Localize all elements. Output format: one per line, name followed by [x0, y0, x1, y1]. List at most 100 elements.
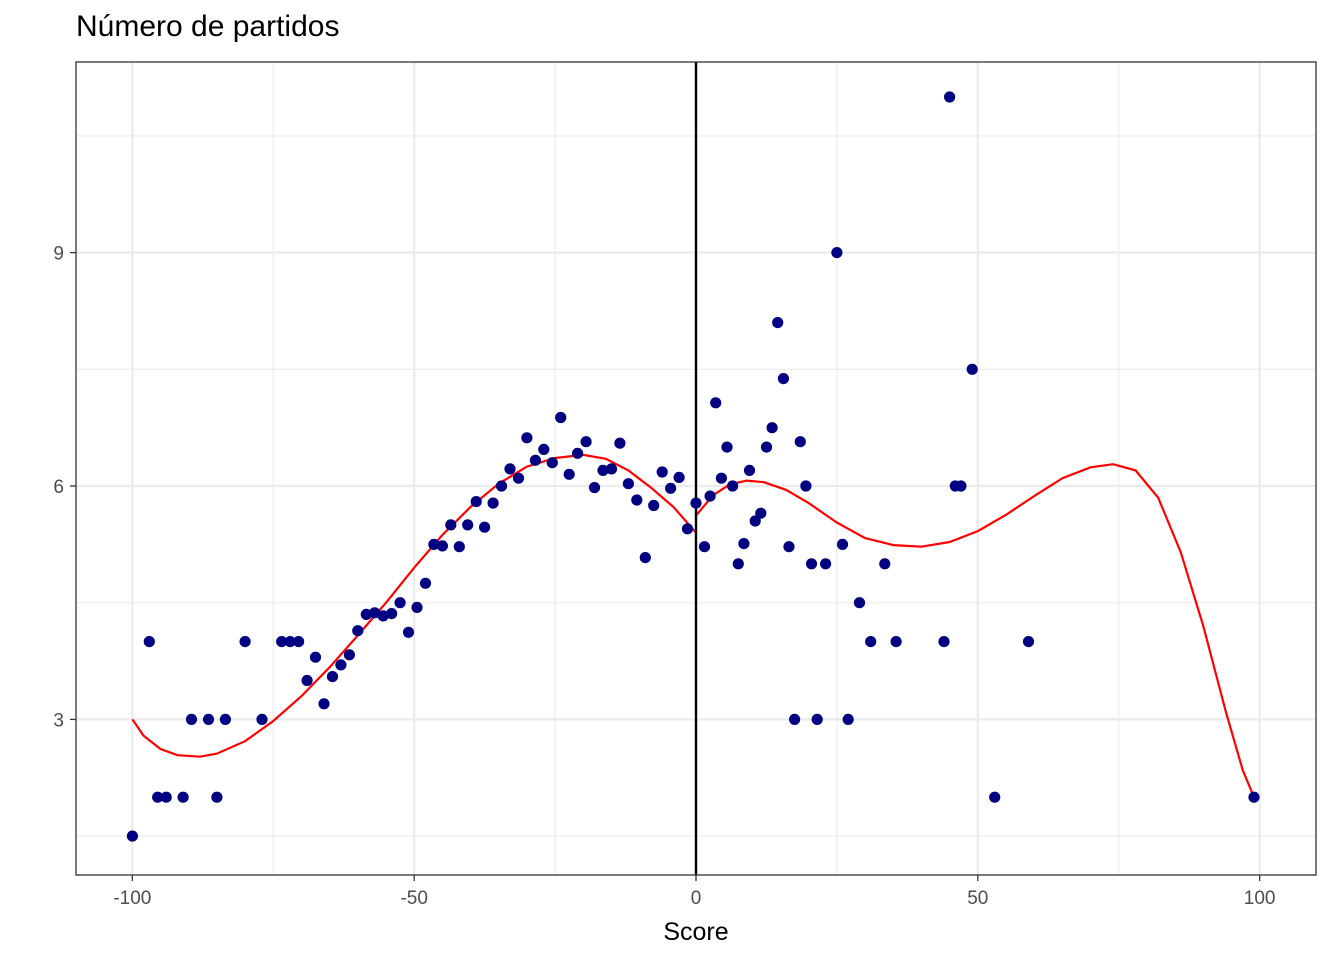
data-point	[605, 463, 618, 475]
data-point	[955, 480, 967, 492]
data-point	[394, 597, 406, 609]
data-point	[160, 791, 172, 803]
data-point	[572, 447, 584, 459]
data-point	[143, 636, 155, 648]
data-point	[842, 713, 854, 726]
data-point	[890, 636, 902, 648]
data-point	[563, 468, 575, 480]
y-tick-label: 3	[53, 710, 64, 731]
data-point	[648, 499, 660, 512]
data-point	[419, 577, 432, 589]
data-point	[326, 671, 339, 683]
data-point	[284, 636, 296, 648]
data-point	[318, 698, 330, 710]
data-point	[436, 540, 448, 552]
data-point	[521, 432, 533, 444]
data-point	[453, 541, 465, 553]
data-point	[343, 649, 355, 661]
data-point	[555, 411, 567, 424]
data-point	[301, 674, 313, 687]
data-point	[966, 363, 978, 375]
data-point	[360, 608, 372, 621]
data-point	[495, 480, 508, 492]
data-point	[335, 659, 347, 671]
data-point	[853, 597, 866, 609]
fit-curve-right	[695, 463, 1256, 798]
data-point	[715, 472, 728, 484]
data-point	[588, 482, 601, 494]
chart-title: Número de partidos	[76, 10, 340, 43]
y-tick-label: 9	[53, 244, 64, 265]
data-point	[743, 464, 756, 476]
data-point	[219, 713, 231, 726]
data-point	[760, 441, 773, 453]
data-point	[597, 464, 609, 476]
data-points	[126, 91, 1260, 842]
data-point	[256, 713, 268, 726]
data-point	[673, 471, 685, 483]
data-point	[538, 443, 550, 455]
data-point	[772, 317, 784, 329]
data-point	[631, 494, 643, 506]
data-point	[462, 519, 474, 531]
data-point	[369, 607, 381, 619]
data-point	[777, 373, 790, 385]
data-point	[504, 463, 516, 475]
data-point	[831, 247, 843, 259]
data-point	[352, 625, 364, 637]
data-point	[445, 519, 457, 531]
data-point	[938, 636, 950, 648]
data-point	[622, 478, 635, 490]
data-point	[479, 521, 491, 533]
data-point	[820, 558, 832, 570]
data-point	[185, 713, 198, 726]
data-point	[665, 482, 677, 494]
data-point	[732, 558, 744, 570]
data-point	[470, 496, 482, 508]
data-point	[428, 538, 440, 551]
data-point	[614, 437, 626, 449]
data-point	[755, 507, 767, 519]
data-point	[704, 490, 716, 502]
data-point	[989, 791, 1001, 803]
data-point	[512, 472, 525, 484]
data-point	[152, 791, 164, 803]
fit-curve-left	[131, 453, 697, 758]
data-point	[879, 558, 891, 570]
data-point	[1022, 636, 1035, 648]
data-point	[239, 636, 251, 648]
data-point	[749, 515, 761, 527]
data-point	[377, 610, 389, 622]
data-point	[721, 441, 733, 453]
data-point	[411, 601, 423, 614]
data-point	[944, 91, 956, 103]
data-point	[690, 497, 702, 509]
data-point	[738, 538, 750, 550]
data-point	[710, 397, 722, 409]
x-tick-label: -100	[113, 888, 151, 909]
x-tick-label: -50	[400, 888, 427, 909]
x-tick-label: 100	[1244, 888, 1276, 909]
data-point	[783, 541, 795, 553]
data-point	[487, 497, 499, 509]
data-point	[211, 791, 223, 803]
data-point	[1248, 791, 1260, 803]
data-point	[727, 480, 739, 492]
data-point	[580, 436, 592, 448]
y-tick-label: 6	[53, 477, 64, 498]
data-point	[865, 636, 877, 648]
data-point	[276, 636, 288, 648]
data-point	[639, 552, 651, 564]
data-point	[177, 791, 189, 803]
data-point	[698, 541, 711, 553]
data-point	[794, 436, 806, 448]
data-point	[529, 454, 542, 466]
data-point	[546, 457, 558, 469]
x-tick-label: 50	[967, 888, 988, 909]
data-point	[789, 713, 801, 726]
data-point	[805, 558, 818, 570]
data-point	[202, 713, 215, 726]
data-point	[836, 538, 849, 551]
data-point	[126, 830, 138, 842]
